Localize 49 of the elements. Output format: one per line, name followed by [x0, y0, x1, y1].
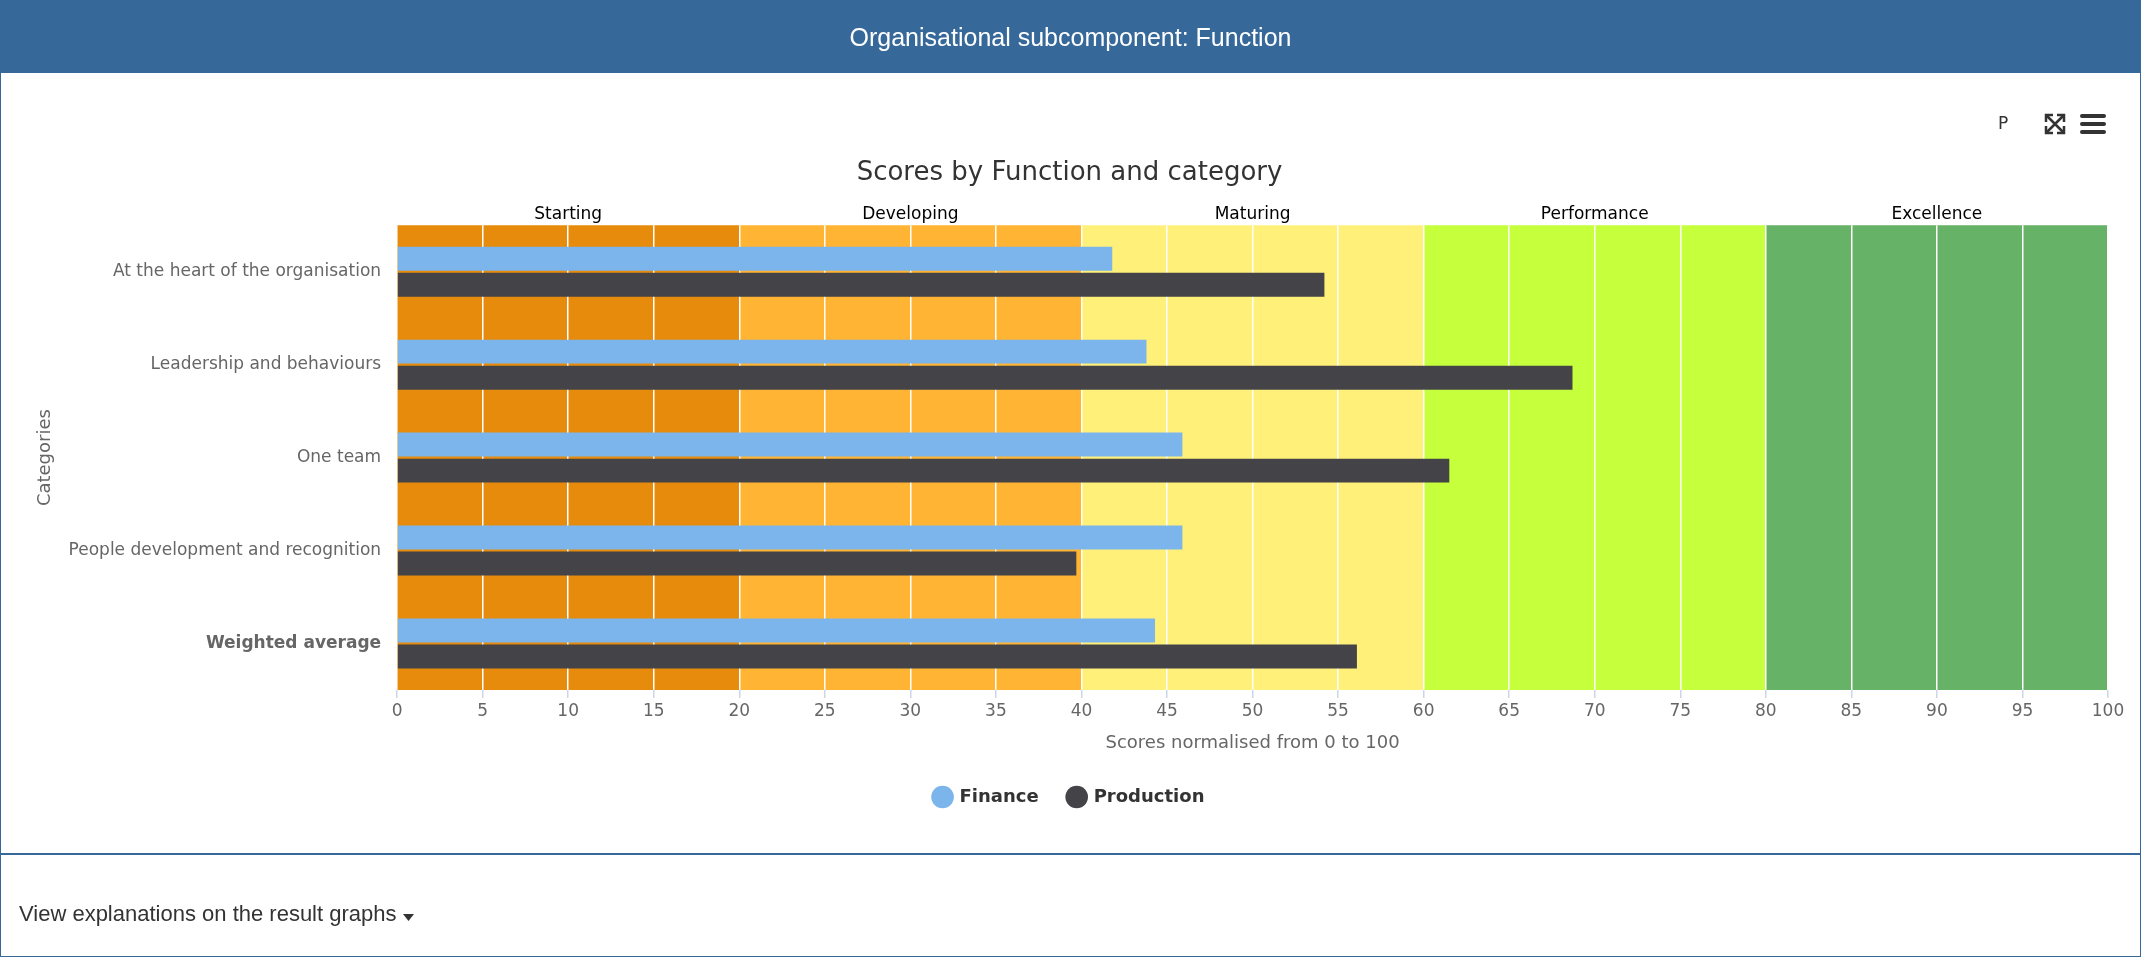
band-label: Developing	[862, 203, 959, 224]
x-tick-label: 95	[2011, 699, 2034, 720]
text: P	[1998, 113, 2009, 133]
bar	[397, 246, 1113, 271]
x-tick-label: 60	[1412, 699, 1435, 720]
band-label: Performance	[1540, 203, 1649, 224]
x-tick-label: 75	[1669, 699, 1692, 720]
bar	[397, 339, 1147, 364]
x-tick-label: 55	[1327, 699, 1349, 720]
y-tick-label: People development and recognition	[68, 538, 382, 559]
y-tick-label: At the heart of the organisation	[112, 260, 382, 281]
y-tick-label: Weighted average	[205, 631, 382, 652]
y-tick-label: One team	[296, 446, 382, 467]
x-tick-label: 25	[814, 699, 836, 720]
x-tick-label: 15	[642, 699, 665, 720]
legend-label: Finance	[959, 784, 1039, 806]
bar	[397, 644, 1357, 669]
legend-label: Production	[1093, 784, 1205, 806]
band-label: Maturing	[1214, 203, 1291, 224]
x-tick-label: 80	[1755, 699, 1777, 720]
x-tick-label: 35	[985, 699, 1007, 720]
x-tick-label: 30	[899, 699, 922, 720]
band-label: Starting	[534, 203, 603, 224]
y-axis-title: Categories	[33, 409, 55, 507]
x-tick-label: 50	[1241, 699, 1264, 720]
x-tick-label: 10	[557, 699, 579, 720]
chart-title: Organisational subcomponent: Function	[1, 1, 2140, 73]
bar	[397, 272, 1325, 297]
bar	[397, 458, 1450, 483]
x-tick-label: 45	[1156, 699, 1178, 720]
bar	[397, 525, 1183, 550]
x-tick-label: 90	[1926, 699, 1948, 720]
x-tick-label: 20	[728, 699, 751, 720]
x-tick-label: 85	[1840, 699, 1863, 720]
bar	[397, 432, 1183, 457]
chart-subtitle: Scores by Function and category	[856, 156, 1283, 187]
band-label: Excellence	[1891, 203, 1983, 224]
x-tick-label: 5	[477, 699, 489, 720]
x-tick-label: 70	[1583, 699, 1606, 720]
x-axis-title: Scores normalised from 0 to 100	[1105, 730, 1400, 752]
bar	[397, 365, 1573, 390]
x-tick-label: 65	[1498, 699, 1520, 720]
x-tick-label: 100	[2091, 699, 2125, 720]
x-tick-label: 0	[391, 699, 403, 720]
text: View explanations on the result graphs	[19, 901, 397, 926]
x-tick-label: 40	[1070, 699, 1093, 720]
y-tick-label: Leadership and behaviours	[150, 353, 382, 374]
bar	[397, 618, 1156, 643]
bar	[397, 551, 1077, 576]
